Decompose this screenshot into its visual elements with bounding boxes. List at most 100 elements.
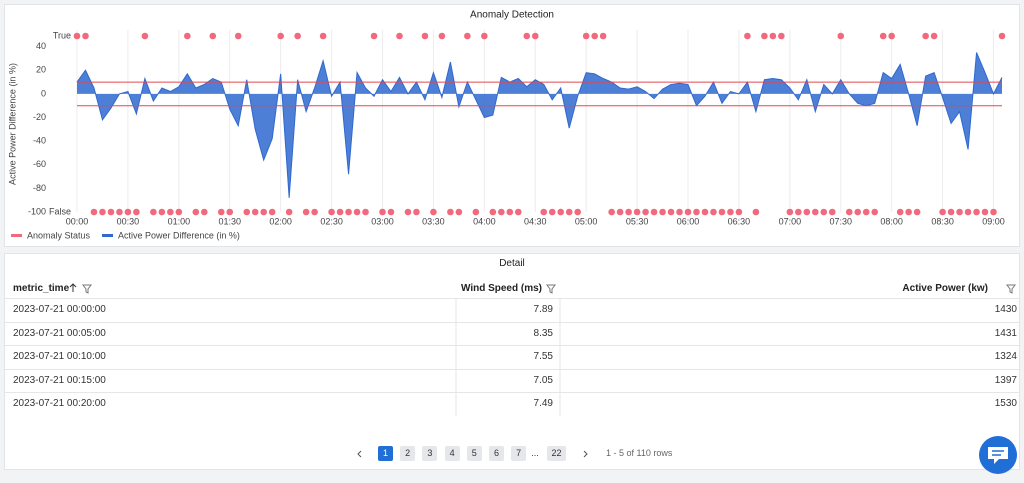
page-button[interactable]: 6: [489, 446, 504, 461]
y2-tick-label: True: [53, 30, 71, 40]
x-tick-label: 01:30: [218, 216, 241, 226]
page-button[interactable]: 3: [422, 446, 438, 461]
anomaly-dot: [998, 32, 1006, 40]
table-cell: 1530: [994, 398, 1017, 410]
anomaly-dot: [956, 208, 963, 216]
anomaly-dot: [353, 208, 361, 216]
anomaly-dot: [447, 208, 454, 216]
anomaly-dot: [234, 32, 242, 40]
y-tick-label: -80: [33, 183, 46, 193]
prev-page[interactable]: [357, 450, 362, 458]
anomaly-dot: [752, 208, 760, 216]
anomaly-dot: [981, 208, 989, 216]
anomaly-dot: [591, 32, 598, 40]
x-tick-label: 01:00: [168, 216, 191, 226]
anomaly-dot: [659, 208, 666, 216]
x-tick-label: 06:00: [677, 216, 700, 226]
anomaly-dot: [990, 208, 997, 216]
anomaly-dot: [964, 208, 972, 216]
anomaly-dot: [387, 208, 395, 216]
anomaly-dot: [362, 208, 369, 216]
pagination-summary: 1 - 5 of 110 rows: [606, 448, 673, 458]
x-tick-label: 02:30: [320, 216, 343, 226]
anomaly-dot: [481, 32, 488, 40]
row-divider: [5, 321, 1019, 323]
anomaly-dot: [778, 32, 785, 40]
anomaly-dot: [888, 32, 895, 40]
anomaly-dot: [862, 208, 870, 216]
anomaly-dot: [523, 32, 531, 40]
page-button[interactable]: 1: [378, 446, 393, 461]
page-button[interactable]: 4: [444, 446, 460, 461]
legend-swatch: [102, 234, 114, 237]
page-button[interactable]: 5: [466, 446, 482, 461]
table-cell: 2023-07-21 00:20:00: [13, 398, 106, 410]
anomaly-dot: [710, 208, 717, 216]
table-cell: 2023-07-21 00:00:00: [13, 304, 106, 315]
anomaly-dot: [845, 208, 853, 216]
table-cell: 1431: [994, 327, 1017, 339]
chat-button[interactable]: [979, 436, 1017, 474]
anomaly-dot: [913, 208, 921, 216]
column-header: Wind Speed (ms): [460, 283, 542, 294]
page-button[interactable]: 2: [400, 446, 416, 461]
anomaly-dot: [116, 208, 123, 216]
anomaly-dot: [922, 32, 929, 40]
anomaly-dot: [455, 208, 463, 216]
anomaly-dot: [336, 208, 344, 216]
anomaly-dot: [769, 32, 777, 40]
anomaly-dot: [727, 208, 734, 216]
anomaly-dot: [251, 208, 259, 216]
legend-label: Anomaly Status: [27, 230, 91, 240]
table-cell: 7.55: [533, 351, 553, 363]
y-axis-title: Active Power Difference (in %): [7, 63, 17, 185]
anomaly-dot: [430, 208, 437, 216]
anomaly-dot: [243, 208, 251, 216]
page-button[interactable]: 7: [511, 446, 527, 461]
anomaly-dot: [947, 208, 955, 216]
anomaly-dot: [506, 208, 514, 216]
row-divider: [5, 368, 1019, 370]
filter-icon[interactable]: [546, 284, 556, 294]
table-cell: 7.49: [533, 398, 553, 410]
y-tick-label: -100: [28, 206, 46, 216]
anomaly-dot: [73, 32, 81, 40]
anomaly-dot: [616, 208, 624, 216]
next-page[interactable]: [583, 450, 588, 458]
anomaly-dot: [667, 208, 675, 216]
x-tick-label: 05:00: [575, 216, 598, 226]
area-fill: [77, 52, 1002, 198]
anomaly-dot: [260, 208, 267, 216]
legend-swatch: [11, 234, 22, 237]
anomaly-dot: [438, 32, 446, 40]
anomaly-dot: [540, 208, 548, 216]
x-tick-label: 02:00: [269, 216, 292, 226]
y-tick-label: -20: [33, 112, 46, 122]
column-header: metric_time: [13, 283, 70, 294]
anomaly-dot: [973, 208, 980, 216]
anomaly-dot: [761, 32, 768, 40]
anomaly-dot: [217, 208, 225, 216]
anomaly-dot: [192, 208, 200, 216]
x-tick-label: 04:30: [524, 216, 547, 226]
anomaly-dot: [404, 208, 412, 216]
anomaly-dot: [379, 208, 386, 216]
anomaly-dot: [311, 208, 318, 216]
anomaly-dot: [684, 208, 692, 216]
anomaly-dot: [396, 32, 403, 40]
anomaly-dot: [200, 208, 208, 216]
page-button[interactable]: 22: [547, 446, 566, 461]
legend-label: Active Power Difference (in %): [118, 230, 240, 240]
anomaly-dot: [209, 32, 217, 40]
x-tick-label: 00:00: [66, 216, 89, 226]
table-cell: 1324: [994, 351, 1017, 363]
table-cell: 1430: [994, 304, 1017, 315]
anomaly-dot: [939, 208, 946, 216]
anomaly-dot: [268, 208, 276, 216]
row-divider: [5, 345, 1019, 347]
table-cell: 8.35: [533, 327, 553, 339]
filter-icon[interactable]: [1006, 284, 1016, 294]
anomaly-dot: [107, 208, 115, 216]
anomaly-dot: [701, 208, 709, 216]
